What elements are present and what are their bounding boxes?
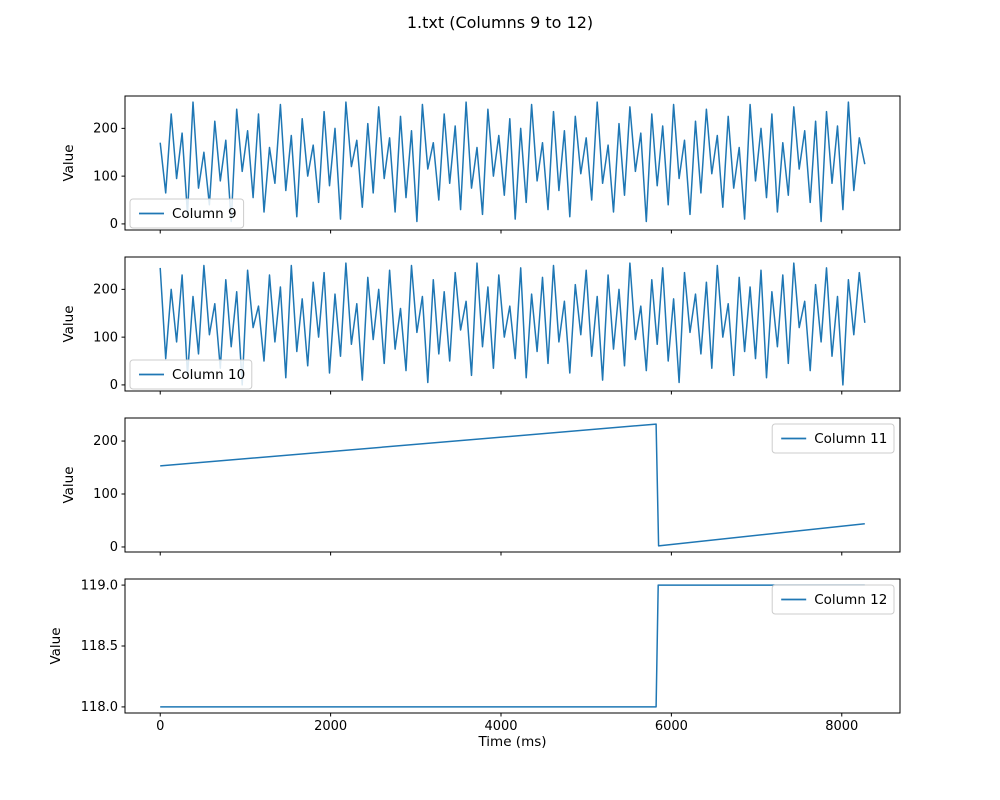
legend-box xyxy=(771,423,895,454)
y-tick-label: 200 xyxy=(93,283,118,298)
x-tick-label: 2000 xyxy=(314,719,347,734)
x-tick-label: 4000 xyxy=(484,719,517,734)
legend-label: Column 9 xyxy=(172,206,237,222)
line-column-12 xyxy=(160,584,865,708)
legend-label: Column 10 xyxy=(172,367,245,383)
y-axis-label: Value xyxy=(48,627,64,664)
legend-label: Column 12 xyxy=(814,592,887,608)
axes-frame xyxy=(124,256,901,392)
legend-box xyxy=(771,584,895,615)
y-tick-label: 0 xyxy=(110,217,118,232)
legend-label: Column 11 xyxy=(814,431,887,447)
x-axis-label: Time (ms) xyxy=(477,734,546,750)
legend-box xyxy=(129,198,245,229)
y-tick-label: 0 xyxy=(110,378,118,393)
axes-frame xyxy=(124,95,901,231)
y-axis-label: Value xyxy=(61,305,77,342)
line-column-10 xyxy=(159,262,866,386)
x-tick-label: 6000 xyxy=(655,719,688,734)
x-tick-label: 8000 xyxy=(825,719,858,734)
y-tick-label: 200 xyxy=(93,122,118,137)
y-axis-label: Value xyxy=(61,144,77,181)
legend-box xyxy=(129,359,253,390)
x-tick-label: 0 xyxy=(156,719,164,734)
y-tick-label: 100 xyxy=(93,169,118,184)
y-tick-label: 100 xyxy=(93,487,118,502)
y-tick-label: 118.0 xyxy=(81,700,118,715)
y-axis-label: Value xyxy=(61,466,77,503)
y-tick-label: 0 xyxy=(110,540,118,555)
y-tick-label: 100 xyxy=(93,330,118,345)
y-tick-label: 118.5 xyxy=(81,639,118,654)
y-tick-label: 119.0 xyxy=(81,578,118,593)
line-column-11 xyxy=(160,423,865,547)
axes-frame xyxy=(124,417,901,553)
line-column-9 xyxy=(159,101,866,223)
y-tick-label: 200 xyxy=(93,434,118,449)
figure-title: 1.txt (Columns 9 to 12) xyxy=(406,13,594,32)
